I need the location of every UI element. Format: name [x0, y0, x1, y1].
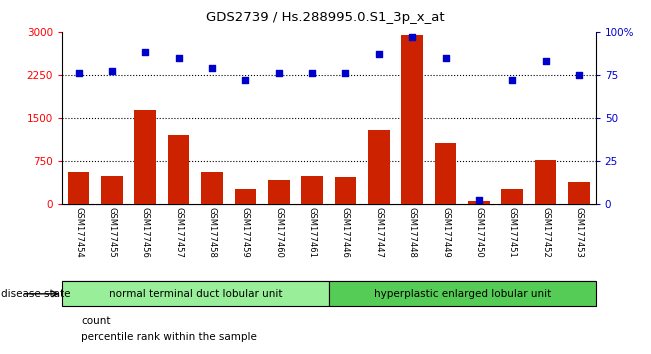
- Text: GSM177460: GSM177460: [274, 207, 283, 258]
- Bar: [501, 189, 523, 204]
- Bar: [301, 176, 323, 204]
- Text: GDS2739 / Hs.288995.0.S1_3p_x_at: GDS2739 / Hs.288995.0.S1_3p_x_at: [206, 11, 445, 24]
- Bar: [368, 130, 390, 204]
- Text: hyperplastic enlarged lobular unit: hyperplastic enlarged lobular unit: [374, 289, 551, 299]
- Bar: [62, 281, 329, 306]
- Bar: [401, 35, 423, 204]
- Text: GSM177450: GSM177450: [475, 207, 484, 258]
- Point: [540, 58, 551, 64]
- Text: normal terminal duct lobular unit: normal terminal duct lobular unit: [109, 289, 282, 299]
- Text: GSM177453: GSM177453: [574, 207, 583, 258]
- Bar: [534, 160, 557, 204]
- Bar: [134, 110, 156, 204]
- Text: GSM177458: GSM177458: [208, 207, 217, 258]
- Bar: [335, 177, 356, 204]
- Point: [507, 77, 518, 83]
- Text: disease state: disease state: [1, 289, 70, 299]
- Bar: [568, 182, 590, 204]
- Text: GSM177451: GSM177451: [508, 207, 517, 258]
- Point: [240, 77, 251, 83]
- Text: GSM177446: GSM177446: [341, 207, 350, 258]
- Text: GSM177461: GSM177461: [307, 207, 316, 258]
- Point: [173, 55, 184, 61]
- Bar: [468, 201, 490, 204]
- Bar: [201, 171, 223, 204]
- Point: [374, 51, 384, 57]
- Text: GSM177455: GSM177455: [107, 207, 117, 258]
- Point: [140, 50, 150, 55]
- Bar: [168, 135, 189, 204]
- Text: GSM177459: GSM177459: [241, 207, 250, 258]
- Text: GSM177452: GSM177452: [541, 207, 550, 258]
- Point: [307, 70, 317, 76]
- Point: [207, 65, 217, 71]
- Point: [340, 70, 351, 76]
- Point: [407, 34, 417, 40]
- Point: [74, 70, 84, 76]
- Text: GSM177447: GSM177447: [374, 207, 383, 258]
- Point: [574, 72, 584, 78]
- Text: percentile rank within the sample: percentile rank within the sample: [81, 332, 257, 342]
- Bar: [435, 143, 456, 204]
- Text: GSM177456: GSM177456: [141, 207, 150, 258]
- Point: [440, 55, 450, 61]
- Bar: [234, 189, 256, 204]
- Point: [273, 70, 284, 76]
- Bar: [329, 281, 596, 306]
- Text: GSM177454: GSM177454: [74, 207, 83, 258]
- Bar: [268, 179, 290, 204]
- Point: [474, 197, 484, 203]
- Point: [107, 69, 117, 74]
- Text: count: count: [81, 316, 111, 326]
- Text: GSM177457: GSM177457: [174, 207, 183, 258]
- Bar: [101, 176, 123, 204]
- Text: GSM177448: GSM177448: [408, 207, 417, 258]
- Bar: [68, 171, 89, 204]
- Text: GSM177449: GSM177449: [441, 207, 450, 258]
